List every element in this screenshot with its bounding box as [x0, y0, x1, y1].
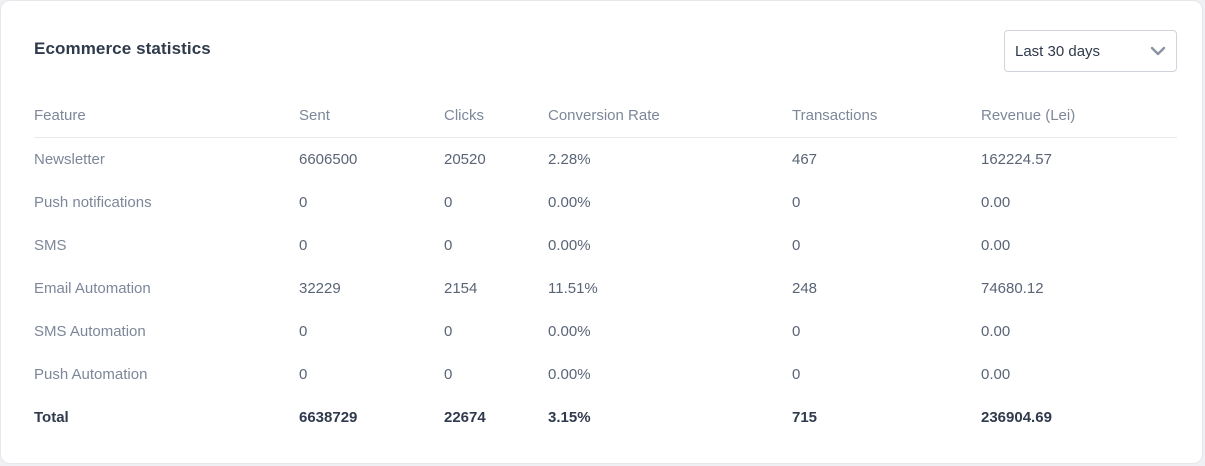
cell-revenue: 162224.57: [981, 151, 1052, 168]
cell-feature: Push notifications: [34, 194, 152, 211]
cell-clicks: 0: [444, 323, 453, 340]
table-row: Email Automation 32229 2154 11.51% 248 7…: [34, 267, 1177, 310]
column-header-feature: Feature: [34, 94, 299, 138]
column-header-clicks: Clicks: [444, 94, 548, 138]
cell-clicks: 2154: [444, 280, 478, 297]
cell-conversion-rate: 0.00%: [548, 237, 591, 254]
column-header-transactions: Transactions: [792, 94, 981, 138]
cell-sent: 0: [299, 237, 308, 254]
cell-sent: 0: [299, 323, 308, 340]
total-clicks: 22674: [444, 409, 486, 426]
cell-clicks: 20520: [444, 151, 486, 168]
cell-feature: SMS Automation: [34, 323, 146, 340]
cell-revenue: 74680.12: [981, 280, 1044, 297]
table-row: Newsletter 6606500 20520 2.28% 467 16222…: [34, 138, 1177, 182]
table-header-row: Feature Sent Clicks Conversion Rate Tran…: [34, 94, 1177, 138]
cell-feature: SMS: [34, 237, 67, 254]
cell-sent: 6606500: [299, 151, 358, 168]
cell-transactions: 0: [792, 194, 801, 211]
total-label: Total: [34, 409, 69, 426]
table-row: Push notifications 0 0 0.00% 0 0.00: [34, 181, 1177, 224]
cell-transactions: 0: [792, 366, 801, 383]
cell-transactions: 467: [792, 151, 818, 168]
column-header-revenue: Revenue (Lei): [981, 94, 1177, 138]
cell-revenue: 0.00: [981, 323, 1011, 340]
period-select[interactable]: Last 30 days: [1004, 30, 1177, 72]
cell-sent: 0: [299, 366, 308, 383]
cell-conversion-rate: 2.28%: [548, 151, 591, 168]
cell-transactions: 248: [792, 280, 818, 297]
column-header-conversion-rate: Conversion Rate: [548, 94, 792, 138]
cell-feature: Email Automation: [34, 280, 151, 297]
cell-transactions: 0: [792, 323, 801, 340]
cell-revenue: 0.00: [981, 194, 1011, 211]
period-select-value: Last 30 days: [1015, 43, 1101, 60]
table-row: SMS Automation 0 0 0.00% 0 0.00: [34, 310, 1177, 353]
cell-clicks: 0: [444, 366, 453, 383]
total-conversion-rate: 3.15%: [548, 409, 591, 426]
chevron-down-icon: [1150, 46, 1166, 56]
cell-conversion-rate: 0.00%: [548, 323, 591, 340]
total-transactions: 715: [792, 409, 818, 426]
cell-feature: Push Automation: [34, 366, 148, 383]
cell-transactions: 0: [792, 237, 801, 254]
cell-conversion-rate: 0.00%: [548, 366, 591, 383]
cell-conversion-rate: 11.51%: [548, 280, 598, 297]
cell-revenue: 0.00: [981, 237, 1011, 254]
table-total-row: Total 6638729 22674 3.15% 715 236904.69: [34, 396, 1177, 439]
cell-sent: 0: [299, 194, 308, 211]
statistics-table: Feature Sent Clicks Conversion Rate Tran…: [34, 94, 1177, 439]
cell-sent: 32229: [299, 280, 341, 297]
cell-revenue: 0.00: [981, 366, 1011, 383]
total-sent: 6638729: [299, 409, 358, 426]
table-row: SMS 0 0 0.00% 0 0.00: [34, 224, 1177, 267]
column-header-sent: Sent: [299, 94, 444, 138]
cell-clicks: 0: [444, 194, 453, 211]
cell-feature: Newsletter: [34, 151, 105, 168]
cell-conversion-rate: 0.00%: [548, 194, 591, 211]
card-title: Ecommerce statistics: [34, 39, 211, 58]
table-row: Push Automation 0 0 0.00% 0 0.00: [34, 353, 1177, 396]
cell-clicks: 0: [444, 237, 453, 254]
total-revenue: 236904.69: [981, 409, 1052, 426]
